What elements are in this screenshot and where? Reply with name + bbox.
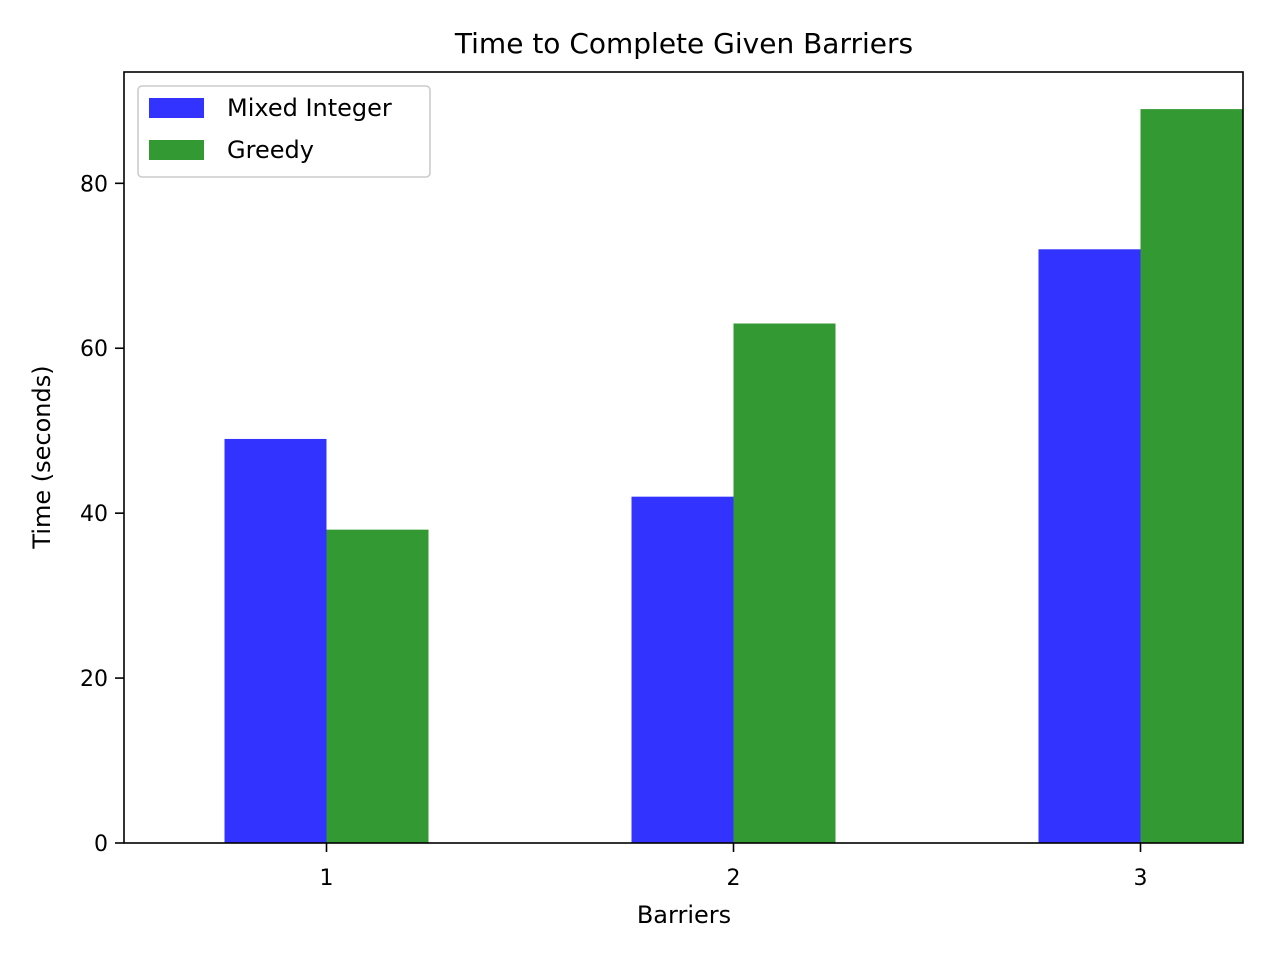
plot-frame — [123, 71, 1244, 844]
y-axis-label: Time (seconds) — [28, 365, 56, 549]
y-tick-label: 0 — [94, 832, 108, 857]
legend-swatch-mixed-integer — [149, 98, 204, 118]
x-axis: 1 2 3 — [320, 843, 1148, 891]
y-tick-label: 20 — [80, 667, 108, 692]
bar-mixed-integer-1 — [224, 438, 327, 843]
x-tick-label: 1 — [320, 866, 334, 891]
bar-greedy-3 — [1140, 109, 1243, 844]
x-tick-label: 2 — [727, 866, 741, 891]
chart-title: Time to Complete Given Barriers — [454, 27, 913, 60]
x-tick-label: 3 — [1134, 866, 1148, 891]
bar-mixed-integer-2 — [631, 496, 734, 843]
legend-label-greedy: Greedy — [227, 136, 314, 164]
y-tick-label: 80 — [80, 172, 108, 197]
legend-label-mixed-integer: Mixed Integer — [227, 94, 392, 122]
bar-greedy-2 — [733, 323, 836, 843]
y-axis: 0 20 40 60 80 — [80, 172, 124, 857]
legend-box — [137, 85, 431, 178]
legend-swatch-greedy — [149, 140, 204, 160]
y-tick-label: 60 — [80, 337, 108, 362]
bar-greedy-1 — [326, 529, 429, 843]
x-axis-label: Barriers — [637, 901, 731, 929]
legend: Mixed Integer Greedy — [137, 85, 431, 178]
bar-mixed-integer-3 — [1038, 249, 1141, 844]
bars-layer — [224, 109, 1243, 844]
y-tick-label: 40 — [80, 502, 108, 527]
